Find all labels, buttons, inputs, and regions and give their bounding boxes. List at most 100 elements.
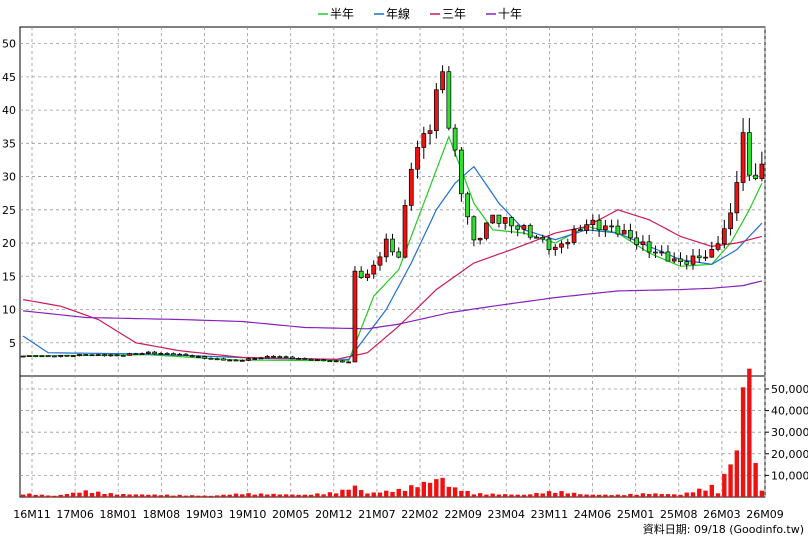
x-tick-label: 23M04	[488, 508, 526, 521]
volume-bar	[271, 493, 276, 497]
legend-item-2: 三年	[430, 7, 466, 21]
candle	[421, 126, 427, 159]
volume-bar	[340, 489, 345, 497]
price-tick-label: 20	[2, 237, 16, 250]
ma-line	[22, 209, 763, 361]
candle	[684, 255, 690, 270]
candle	[640, 235, 646, 251]
volume-bar	[359, 490, 364, 497]
candle	[120, 354, 126, 357]
candle	[559, 240, 564, 254]
x-tick-label: 20M05	[272, 508, 310, 521]
volume-bar	[64, 494, 70, 497]
volume-tick-label: 20,000	[771, 448, 808, 461]
candle	[208, 357, 214, 360]
volume-bar	[133, 494, 139, 497]
volume-tick-label: 30,000	[771, 426, 808, 439]
candle	[415, 140, 420, 179]
price-tick-label: 30	[2, 171, 16, 184]
volume-bar	[678, 494, 683, 497]
candle	[327, 359, 333, 363]
volume-bar	[697, 488, 702, 497]
volume-tick-label: 10,000	[771, 469, 808, 482]
candle	[665, 245, 671, 262]
x-axis: 16M11 17M06 18M01 18M08 19M03 19M10 20M05 20M12…	[13, 508, 784, 521]
candle	[177, 353, 182, 356]
volume-bar	[265, 494, 270, 497]
price-tick-label: 10	[2, 304, 16, 317]
candle	[459, 146, 464, 202]
volume-bar	[252, 494, 257, 497]
candle	[108, 354, 114, 357]
candle	[440, 65, 445, 94]
price-tick-label: 35	[2, 137, 16, 150]
x-tick-label: 21M07	[358, 508, 396, 521]
ma-line	[23, 280, 763, 330]
candle	[427, 124, 433, 145]
candle	[233, 359, 239, 362]
candle	[289, 355, 295, 360]
candle	[139, 352, 145, 355]
volume-bar	[202, 495, 207, 497]
candle	[358, 266, 364, 280]
volume-bar	[684, 492, 689, 497]
candle	[534, 234, 539, 239]
candle	[83, 353, 89, 356]
candle	[283, 355, 289, 359]
candle	[114, 354, 120, 357]
volume-bar	[484, 494, 489, 497]
candle	[496, 214, 502, 228]
volume-bar	[240, 494, 245, 497]
candle	[433, 83, 439, 139]
volume-bar	[665, 494, 671, 497]
candle	[759, 151, 765, 182]
candle	[621, 223, 627, 235]
x-tick-label: 19M03	[186, 508, 224, 521]
volume-bar	[553, 492, 558, 497]
candle	[33, 355, 39, 358]
price-tick-label: 5	[9, 337, 16, 350]
candle	[703, 250, 708, 261]
candle	[715, 235, 721, 252]
candle	[571, 225, 577, 246]
legend-label: 半年	[330, 7, 354, 21]
candle	[753, 163, 758, 181]
candle	[264, 355, 270, 359]
price-axis: 5 10 15 20 25 30 35 40 45 50	[2, 38, 16, 350]
volume-bar	[646, 494, 652, 497]
volume-bar	[496, 494, 502, 497]
volume-bar	[634, 494, 639, 497]
grid	[20, 27, 766, 497]
volume-bar	[146, 494, 151, 497]
volume-bar	[302, 494, 308, 497]
candle	[20, 355, 26, 358]
candle	[740, 118, 746, 191]
candle	[102, 353, 107, 357]
volume-bar	[734, 450, 740, 497]
candles	[20, 65, 765, 364]
candle	[509, 216, 514, 234]
legend-label: 年線	[386, 6, 410, 21]
volume-bar	[672, 494, 677, 497]
volume-bar	[371, 492, 376, 497]
volume-bar	[177, 494, 182, 497]
x-tick-label: 18M01	[99, 508, 137, 521]
candle	[584, 219, 589, 234]
candle	[577, 224, 583, 231]
candle	[227, 359, 233, 362]
x-tick-label: 25M08	[660, 508, 698, 521]
volume-bar	[171, 495, 176, 497]
volume-axis: 10,000 20,000 30,000 40,000 50,000	[765, 383, 808, 482]
plot-area	[19, 26, 766, 498]
candle	[565, 238, 571, 249]
volume-bar	[365, 493, 370, 497]
candle	[133, 352, 139, 356]
volume-bar	[152, 494, 157, 497]
volume-bar	[590, 494, 596, 497]
volume-bar	[621, 495, 627, 497]
volume-bar	[96, 491, 101, 497]
candle	[145, 351, 151, 355]
candle	[346, 361, 352, 364]
candle	[609, 219, 614, 232]
